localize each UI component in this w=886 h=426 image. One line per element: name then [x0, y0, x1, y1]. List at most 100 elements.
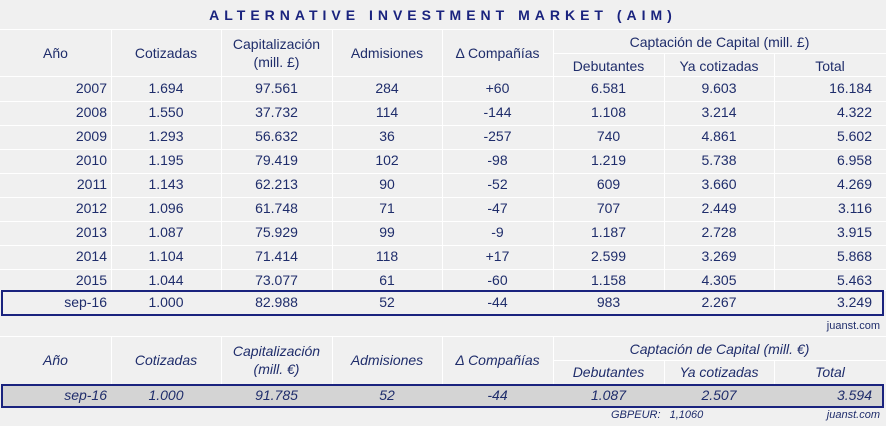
cell-year: 2012 — [75, 200, 107, 216]
t2-header-capitalization: Capitalización — [232, 343, 321, 359]
source-label-2: juanst.com — [826, 409, 880, 421]
t2-cell-already-listed: 2.507 — [701, 387, 737, 403]
cell-newcomers: 1.219 — [590, 152, 627, 168]
cell-delta-companies: -47 — [487, 200, 508, 216]
cell-delta-companies: -257 — [483, 128, 512, 144]
cell-newcomers: 609 — [596, 176, 621, 192]
header-total: Total — [815, 58, 845, 74]
cell-listed: 1.044 — [148, 272, 184, 288]
highlight-row-box — [1, 290, 884, 316]
t2-cell-capitalization: 91.785 — [255, 387, 298, 403]
fx-value: 1,1060 — [669, 409, 704, 421]
cell-admissions: 99 — [379, 224, 395, 240]
cell-listed: 1.694 — [148, 80, 184, 96]
cell-capitalization: 56.632 — [255, 128, 298, 144]
cell-capitalization: 71.414 — [255, 248, 298, 264]
cell-total: 6.958 — [836, 152, 872, 168]
cell-listed: 1.000 — [148, 294, 184, 310]
cell-newcomers: 983 — [596, 294, 621, 310]
cell-admissions: 36 — [379, 128, 395, 144]
cell-admissions: 102 — [375, 152, 399, 168]
cell-total: 3.915 — [836, 224, 872, 240]
cell-total: 4.269 — [836, 176, 872, 192]
cell-delta-companies: -44 — [487, 294, 508, 310]
t2-header-already-listed: Ya cotizadas — [679, 364, 759, 380]
cell-already-listed: 2.728 — [701, 224, 737, 240]
cell-year: 2010 — [75, 152, 107, 168]
cell-total: 5.602 — [836, 128, 872, 144]
t2-cell-admissions: 52 — [379, 387, 395, 403]
cell-admissions: 71 — [379, 200, 395, 216]
cell-newcomers: 2.599 — [590, 248, 627, 264]
fx-label: GBPEUR: — [611, 409, 661, 421]
t2-cell-total: 3.594 — [836, 387, 872, 403]
cell-listed: 1.087 — [148, 224, 184, 240]
cell-year: 2009 — [75, 128, 107, 144]
cell-delta-companies: -9 — [491, 224, 504, 240]
cell-already-listed: 2.267 — [701, 294, 737, 310]
cell-admissions: 284 — [375, 80, 399, 96]
t2-cell-listed: 1.000 — [148, 387, 184, 403]
t2-header-delta-companies: Δ Compañías — [455, 352, 540, 368]
cell-admissions: 52 — [379, 294, 395, 310]
t2-header-year: Año — [43, 352, 68, 368]
cell-delta-companies: -144 — [483, 104, 512, 120]
cell-total: 4.322 — [836, 104, 872, 120]
cell-already-listed: 3.214 — [701, 104, 737, 120]
header-delta-companies: Δ Compañías — [455, 45, 540, 61]
cell-year: 2015 — [75, 272, 107, 288]
cell-listed: 1.293 — [148, 128, 184, 144]
cell-listed: 1.096 — [148, 200, 184, 216]
cell-capitalization: 82.988 — [255, 294, 298, 310]
cell-delta-companies: +17 — [485, 248, 510, 264]
cell-capitalization: 97.561 — [255, 80, 298, 96]
cell-newcomers: 707 — [596, 200, 621, 216]
fx-rate: GBPEUR: 1,1060 — [611, 409, 703, 421]
cell-listed: 1.550 — [148, 104, 184, 120]
t2-cell-delta-companies: -44 — [487, 387, 508, 403]
cell-admissions: 114 — [375, 104, 399, 120]
t2-header-total: Total — [815, 364, 845, 380]
cell-capitalization: 73.077 — [255, 272, 298, 288]
cell-newcomers: 1.158 — [590, 272, 627, 288]
cell-year: sep-16 — [64, 294, 107, 310]
cell-listed: 1.195 — [148, 152, 184, 168]
t2-header-admissions: Admisiones — [350, 352, 424, 368]
source-label: juanst.com — [826, 320, 880, 332]
header-newcomers: Debutantes — [572, 58, 645, 74]
t2-header-capital-raising: Captación de Capital (mill. €) — [629, 341, 810, 357]
header-capitalization-unit: (mill. £) — [253, 54, 300, 70]
cell-year: 2008 — [75, 104, 107, 120]
t2-header-capitalization-unit: (mill. €) — [253, 361, 300, 377]
t2-highlight-box — [1, 384, 884, 408]
t2-header-newcomers: Debutantes — [572, 364, 645, 380]
cell-newcomers: 740 — [596, 128, 621, 144]
cell-capitalization: 75.929 — [255, 224, 298, 240]
cell-delta-companies: -52 — [487, 176, 508, 192]
cell-delta-companies: +60 — [485, 80, 510, 96]
cell-delta-companies: -60 — [487, 272, 508, 288]
header-capitalization: Capitalización — [232, 36, 321, 52]
page-title: ALTERNATIVE INVESTMENT MARKET (AIM) — [209, 7, 677, 23]
cell-capitalization: 79.419 — [255, 152, 298, 168]
cell-year: 2011 — [76, 176, 107, 192]
cell-already-listed: 3.269 — [701, 248, 737, 264]
cell-already-listed: 4.305 — [701, 272, 737, 288]
cell-admissions: 118 — [375, 248, 399, 264]
cell-total: 16.184 — [829, 80, 872, 96]
cell-admissions: 61 — [379, 272, 395, 288]
cell-already-listed: 3.660 — [701, 176, 737, 192]
cell-capitalization: 61.748 — [255, 200, 298, 216]
cell-newcomers: 6.581 — [590, 80, 627, 96]
cell-admissions: 90 — [379, 176, 395, 192]
cell-listed: 1.143 — [148, 176, 184, 192]
header-listed: Cotizadas — [134, 45, 198, 61]
cell-total: 5.868 — [836, 248, 872, 264]
cell-listed: 1.104 — [148, 248, 184, 264]
cell-total: 3.116 — [838, 200, 872, 216]
t2-header-listed: Cotizadas — [134, 352, 198, 368]
cell-delta-companies: -98 — [487, 152, 508, 168]
cell-already-listed: 4.861 — [701, 128, 737, 144]
cell-total: 5.463 — [836, 272, 872, 288]
cell-year: 2007 — [75, 80, 107, 96]
